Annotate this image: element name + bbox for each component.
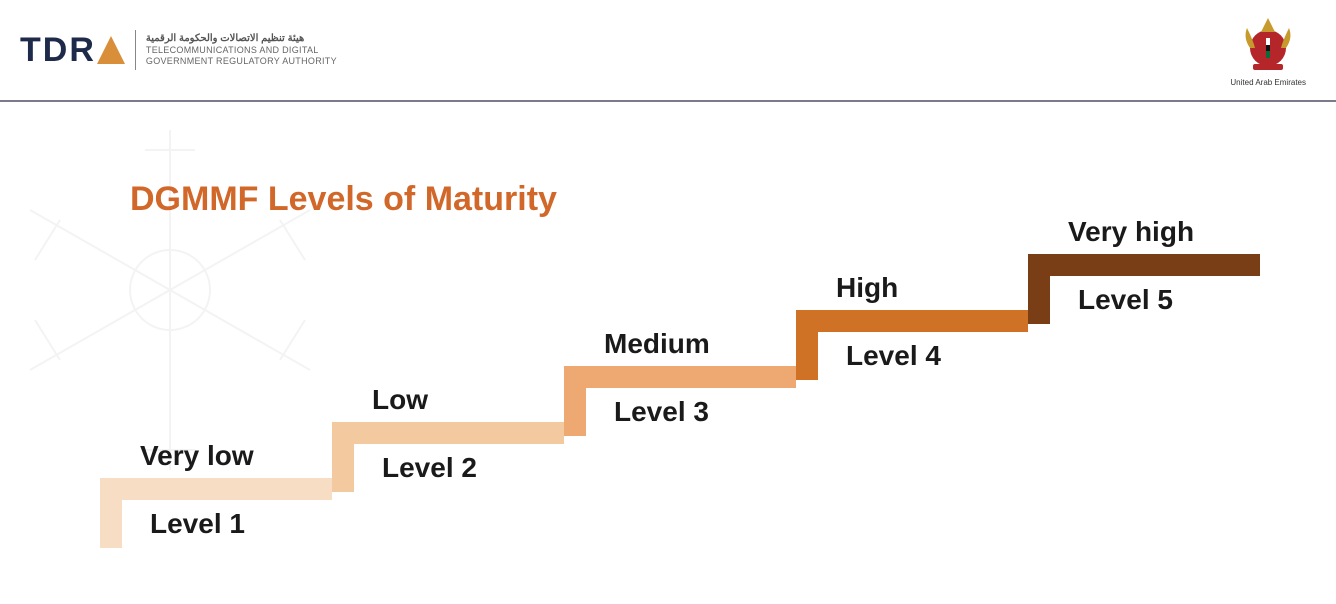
step-tread [796, 310, 1028, 332]
step-bottom-label: Level 2 [382, 452, 477, 484]
step-top-label: Medium [604, 328, 710, 360]
step-tread [332, 422, 564, 444]
step-top-label: Very low [140, 440, 254, 472]
step-top-label: Low [372, 384, 428, 416]
step-bottom-label: Level 3 [614, 396, 709, 428]
step-top-label: High [836, 272, 898, 304]
step-bottom-label: Level 5 [1078, 284, 1173, 316]
step-top-label: Very high [1068, 216, 1194, 248]
maturity-staircase: Very low Level 1 Low Level 2 Medium Level 3 Hi… [0, 0, 1336, 604]
step-bottom-label: Level 4 [846, 340, 941, 372]
step-tread [100, 478, 332, 500]
step-tread [1028, 254, 1260, 276]
step-bottom-label: Level 1 [150, 508, 245, 540]
step-tread [564, 366, 796, 388]
